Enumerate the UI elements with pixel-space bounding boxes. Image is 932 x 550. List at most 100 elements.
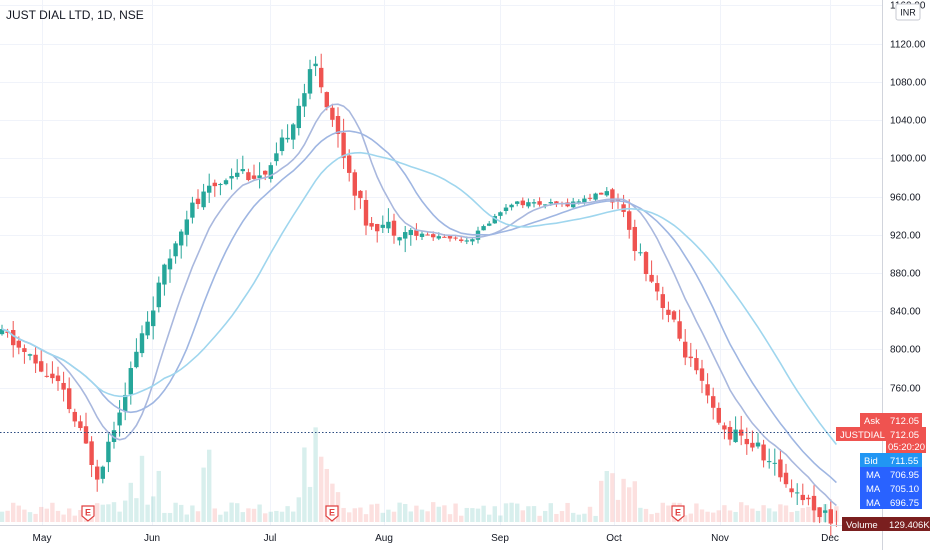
candle-body [106,441,111,463]
candle-body [487,223,492,226]
candle-up [235,159,240,180]
price-axis[interactable]: 1160.001120.001080.001040.001000.00960.0… [890,1,927,395]
volume-bar [324,468,329,522]
candle-body [207,185,212,193]
candle-body [375,223,380,232]
candle-down [705,373,710,404]
candle-body [212,182,217,187]
svg-text:129.406K: 129.406K [889,520,930,531]
candle-up [279,129,285,156]
candle-body [699,368,705,381]
volume-bar [711,512,716,522]
volume-bar [61,514,66,522]
candle-up [386,208,391,234]
volume-bar [515,503,520,522]
candle-body [543,204,548,206]
volume-bar [212,508,217,522]
volume-bar [274,510,279,522]
volume-bar [190,505,195,522]
candle-down [627,199,632,239]
candle-up [179,229,184,259]
candle-body [100,466,105,479]
price-tick-label: 800.00 [890,345,921,356]
volume-bar [5,510,10,522]
volume-bar [201,467,206,522]
candle-body [274,153,279,162]
volume-bar [492,506,497,522]
candle-up [755,433,761,449]
volume-bar [795,510,800,522]
candle-down [711,387,716,420]
candle-body [335,116,341,134]
candle-body [5,331,10,333]
candle-body [414,230,419,236]
candle-body [391,220,397,236]
candle-body [307,69,313,94]
candle-body [744,438,749,445]
earnings-marker[interactable]: E [81,505,95,522]
candle-down [319,53,324,94]
candle-down [694,349,699,375]
candle-body [649,274,654,282]
volume-bar [363,514,369,522]
candle-body [50,373,55,379]
candle-down [722,422,727,440]
ma-line-fast [1,103,837,507]
candle-up [167,249,173,283]
candle-body [531,202,537,204]
volume-bar [744,505,749,522]
candle-body [223,180,229,185]
candle-down [67,377,72,414]
candle-up [128,361,133,405]
candle-body [296,105,301,129]
candle-up [302,83,307,118]
candle-down [649,260,654,284]
earnings-marker[interactable]: E [671,505,685,522]
candle-body [587,197,593,199]
candle-down [660,286,665,320]
candle-up [419,231,425,240]
candle-down [11,320,16,358]
candle-down [716,402,721,425]
volume-bar [543,510,548,522]
candle-up [268,162,273,183]
candle-body [800,494,805,501]
volume-bar [11,502,16,522]
candle-body [716,407,721,423]
volume-bar [447,514,453,522]
candle-down [61,371,66,402]
candle-body [61,382,66,390]
candle-up [772,448,777,476]
price-tick-label: 880.00 [890,269,921,280]
volume-bar [621,478,626,522]
candle-body [240,169,245,172]
candle-down [335,107,341,148]
earnings-marker[interactable]: E [325,505,339,522]
candle-body [279,137,285,152]
chart-title: JUST DIAL LTD, 1D, NSE [6,8,144,22]
volume-bar [660,502,665,522]
candle-body [139,333,145,354]
candle-up [408,228,413,246]
candle-down [246,168,251,182]
candle-body [459,239,464,242]
volume-bar [128,482,133,522]
candle-body [660,294,665,308]
candle-body [347,155,352,173]
time-axis[interactable]: May Jun Jul Aug Sep Oct Nov Dec [33,533,839,544]
time-tick-label: May [33,533,52,544]
candle-body [604,191,609,196]
candle-body [638,252,643,254]
candle-body [621,204,626,212]
time-tick-label: Nov [711,533,729,544]
candle-body [319,67,324,88]
candle-up [173,241,178,264]
candle-body [190,202,195,218]
candle-body [705,384,710,396]
currency-button[interactable]: INR [895,3,921,21]
candle-down [817,507,822,524]
candle-body [554,201,559,204]
